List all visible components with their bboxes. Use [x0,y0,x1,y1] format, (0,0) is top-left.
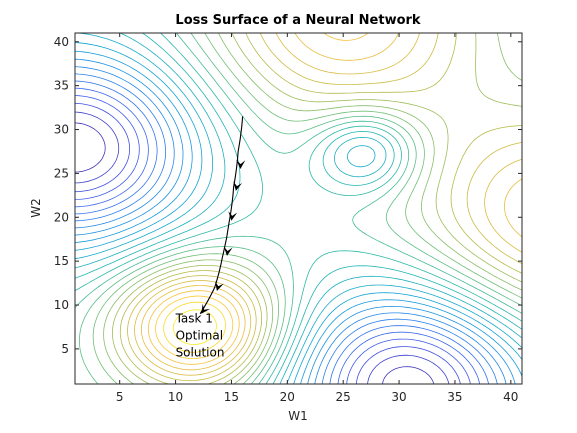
contour-line [103,33,522,384]
trajectory-arrowhead [233,181,243,191]
trajectory-arrowhead [236,159,246,169]
contour-line [75,122,435,384]
annotation-text: Task 1 [175,312,213,326]
axes-box [74,32,523,385]
y-tick-label: 5 [61,342,69,356]
x-axis-ticks: 5 10 15 20 25 30 35 40 [116,33,518,404]
contour-line [75,33,522,384]
contour-lines [75,33,522,384]
contour-line [147,33,369,365]
trajectory-line [199,116,244,315]
annotation-text: Solution [176,346,225,360]
x-tick-label: 5 [116,390,124,404]
trajectory-arrowhead [215,281,224,291]
plot-area: 5 10 15 20 25 30 35 40 5 10 15 20 25 30 35 40 Task 1 Op… [54,32,523,404]
contour-line [75,58,516,384]
y-tick-label: 20 [54,210,69,224]
trajectory-arrowhead [228,211,238,221]
contour-line [112,33,522,384]
x-tick-label: 25 [336,390,351,404]
chart-title: Loss Surface of a Neural Network [175,13,421,28]
annotation-text: Optimal [176,329,223,343]
contour-line [75,33,522,384]
contour-line [75,80,489,384]
x-tick-label: 35 [447,390,462,404]
contour-line [155,295,234,359]
y-axis-label: W2 [29,198,43,218]
contour-line [173,309,217,345]
annotations: Task 1 Optimal Solution [175,312,225,360]
y-tick-label: 10 [54,298,69,312]
contour-line [119,33,522,384]
x-tick-label: 15 [224,390,239,404]
y-tick-label: 40 [54,35,69,49]
contour-line [141,33,522,371]
x-axis-label: W1 [288,409,308,423]
y-tick-label: 30 [54,123,69,137]
contour-line [75,95,471,384]
optimization-trajectory [199,116,246,315]
x-tick-label: 10 [168,390,183,404]
y-axis-ticks: 5 10 15 20 25 30 35 40 [54,35,522,356]
contour-line [75,66,507,384]
contour-line [75,73,498,384]
x-tick-label: 40 [503,390,518,404]
y-tick-label: 25 [54,166,69,180]
trajectory-arrowhead [201,303,211,314]
y-tick-label: 15 [54,254,69,268]
contour-line [75,33,522,384]
x-tick-label: 20 [280,390,295,404]
contour-line [75,33,522,384]
x-tick-label: 30 [391,390,406,404]
contour-line [92,33,522,384]
y-tick-label: 35 [54,79,69,93]
contour-line [75,50,522,384]
contour-line [75,42,522,384]
contour-line [79,33,522,384]
contour-line [134,33,522,376]
contour-line [127,33,522,382]
contour-line [75,33,522,384]
contour-line [75,87,481,384]
contour-line [163,301,226,353]
contour-line [75,102,461,384]
contour-line [75,111,450,384]
trajectory-arrowhead [223,246,233,256]
